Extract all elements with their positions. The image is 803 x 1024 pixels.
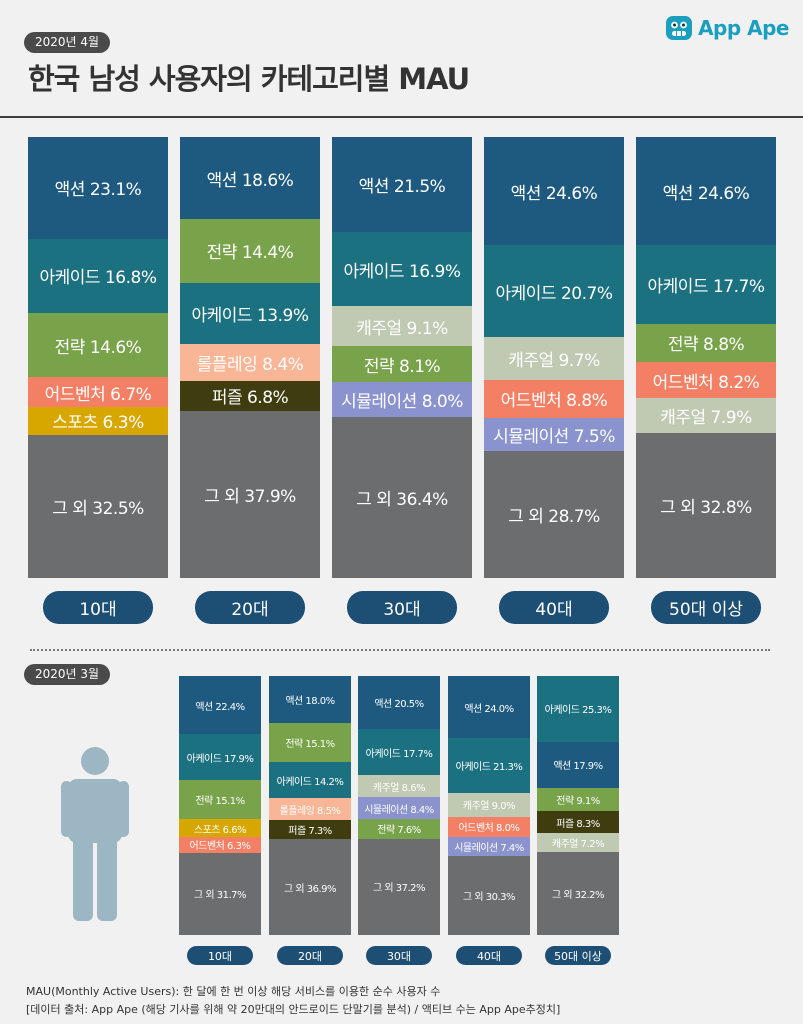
bar-segment: 그 외 32.2% bbox=[537, 851, 619, 935]
stacked-bar-1: 액션 22.4% 아케이드 17.9% 전략 15.1% 스포츠 6.6% 어드벤처 6… bbox=[179, 676, 261, 935]
bar-segment: 캐주얼 9.0% bbox=[448, 793, 530, 817]
bar-segment: 시뮬레이션 8.0% bbox=[332, 382, 472, 418]
bar-segment: 아케이드 25.3% bbox=[537, 676, 619, 742]
bar-segment: 어드벤처 8.8% bbox=[484, 379, 624, 419]
bar-segment: 아케이드 14.2% bbox=[269, 761, 351, 799]
previous-date-badge: 2020년 3월 bbox=[24, 664, 111, 685]
stacked-bar-2: 액션 18.6% 전략 14.4% 아케이드 13.9% 롤플레잉 8.4% 퍼즐 6.… bbox=[180, 137, 320, 578]
bar-segment: 아케이드 16.8% bbox=[28, 238, 168, 313]
age-label: 40대 bbox=[499, 591, 609, 624]
bar-segment: 그 외 31.7% bbox=[179, 852, 261, 935]
bar-segment: 시뮬레이션 7.5% bbox=[484, 418, 624, 452]
bar-segment: 롤플레잉 8.5% bbox=[269, 798, 351, 821]
bar-segment: 아케이드 17.7% bbox=[358, 729, 440, 775]
stacked-bar-3: 액션 21.5% 아케이드 16.9% 캐주얼 9.1% 전략 8.1% 시뮬레이션 8… bbox=[332, 137, 472, 578]
mau-definition: MAU(Monthly Active Users): 한 달에 한 번 이상 해… bbox=[26, 985, 441, 998]
bar-segment: 어드벤처 6.7% bbox=[28, 377, 168, 407]
stacked-bar-4: 액션 24.0% 아케이드 21.3% 캐주얼 9.0% 어드벤처 8.0% 시뮬레이션… bbox=[448, 676, 530, 935]
date-badge: 2020년 4월 bbox=[24, 32, 111, 53]
bar-segment: 액션 24.6% bbox=[484, 137, 624, 246]
bar-segment: 액션 20.5% bbox=[358, 676, 440, 730]
app-ape-logo: App Ape bbox=[665, 14, 789, 42]
bar-segment: 캐주얼 8.6% bbox=[358, 774, 440, 798]
bar-segment: 그 외 32.5% bbox=[28, 434, 168, 578]
bar-segment: 어드벤처 6.3% bbox=[179, 836, 261, 853]
bar-segment: 액션 17.9% bbox=[537, 741, 619, 788]
age-label: 10대 bbox=[43, 591, 153, 624]
stacked-bar-1: 액션 23.1% 아케이드 16.8% 전략 14.6% 어드벤처 6.7% 스포츠 6… bbox=[28, 137, 168, 578]
bar-segment: 전략 15.1% bbox=[269, 722, 351, 762]
bar-segment: 롤플레잉 8.4% bbox=[180, 343, 320, 381]
bar-segment: 전략 8.8% bbox=[636, 323, 776, 363]
bar-segment: 그 외 37.9% bbox=[180, 410, 320, 578]
age-label: 10대 bbox=[187, 946, 253, 965]
data-source: [데이터 출처: App Ape (해당 기사를 위해 약 20만대의 안드로이… bbox=[26, 1003, 561, 1016]
bar-segment: 그 외 36.4% bbox=[332, 417, 472, 578]
bar-segment: 캐주얼 9.7% bbox=[484, 336, 624, 380]
age-label: 30대 bbox=[347, 591, 457, 624]
stacked-bar-4: 액션 24.6% 아케이드 20.7% 캐주얼 9.7% 어드벤처 8.8% 시뮬레이션… bbox=[484, 137, 624, 578]
bar-segment: 액션 24.6% bbox=[636, 137, 776, 246]
male-user-icon bbox=[61, 747, 129, 921]
section-divider bbox=[30, 649, 770, 651]
bar-segment: 전략 9.1% bbox=[537, 787, 619, 812]
bar-segment: 전략 15.1% bbox=[179, 780, 261, 820]
bar-segment: 액션 22.4% bbox=[179, 676, 261, 735]
bar-segment: 아케이드 21.3% bbox=[448, 738, 530, 794]
bar-segment: 그 외 32.8% bbox=[636, 433, 776, 578]
bar-segment: 그 외 30.3% bbox=[448, 856, 530, 935]
bar-segment: 전략 14.4% bbox=[180, 219, 320, 283]
ape-face-icon bbox=[666, 16, 693, 40]
bar-segment: 액션 23.1% bbox=[28, 137, 168, 239]
bar-segment: 어드벤처 8.0% bbox=[448, 816, 530, 838]
bar-segment: 아케이드 16.9% bbox=[332, 231, 472, 307]
bar-segment: 전략 7.6% bbox=[358, 818, 440, 839]
bar-segment: 그 외 28.7% bbox=[484, 451, 624, 578]
bar-segment: 액션 21.5% bbox=[332, 137, 472, 232]
age-label: 50대 이상 bbox=[545, 946, 611, 965]
age-label: 50대 이상 bbox=[651, 591, 761, 624]
bar-segment: 퍼즐 8.3% bbox=[537, 811, 619, 833]
stacked-bar-5: 액션 24.6% 아케이드 17.7% 전략 8.8% 어드벤처 8.2% 캐주얼 7.… bbox=[636, 137, 776, 578]
age-label: 40대 bbox=[456, 946, 522, 965]
bar-segment: 아케이드 17.7% bbox=[636, 245, 776, 324]
bar-segment: 그 외 37.2% bbox=[358, 838, 440, 935]
bar-segment: 퍼즐 6.8% bbox=[180, 380, 320, 411]
stacked-bar-5: 아케이드 25.3% 액션 17.9% 전략 9.1% 퍼즐 8.3% 캐주얼 7.2%… bbox=[537, 676, 619, 935]
bar-segment: 캐주얼 7.2% bbox=[537, 832, 619, 852]
bar-segment: 전략 14.6% bbox=[28, 312, 168, 378]
bar-segment: 그 외 36.9% bbox=[269, 839, 351, 935]
brand-name: App Ape bbox=[698, 16, 789, 40]
bar-segment: 시뮬레이션 8.4% bbox=[358, 797, 440, 819]
bar-segment: 퍼즐 7.3% bbox=[269, 820, 351, 840]
bar-segment: 액션 18.6% bbox=[180, 137, 320, 220]
bar-segment: 캐주얼 9.1% bbox=[332, 306, 472, 347]
bar-segment: 아케이드 20.7% bbox=[484, 245, 624, 337]
bar-segment: 캐주얼 7.9% bbox=[636, 398, 776, 434]
bar-segment: 스포츠 6.6% bbox=[179, 819, 261, 837]
bar-segment: 아케이드 13.9% bbox=[180, 282, 320, 344]
bar-segment: 시뮬레이션 7.4% bbox=[448, 837, 530, 857]
bar-segment: 어드벤처 8.2% bbox=[636, 362, 776, 399]
title-divider bbox=[0, 116, 803, 118]
age-label: 30대 bbox=[366, 946, 432, 965]
bar-segment: 전략 8.1% bbox=[332, 346, 472, 383]
stacked-bar-3: 액션 20.5% 아케이드 17.7% 캐주얼 8.6% 시뮬레이션 8.4% 전략 7… bbox=[358, 676, 440, 935]
bar-segment: 액션 18.0% bbox=[269, 676, 351, 723]
age-label: 20대 bbox=[277, 946, 343, 965]
bar-segment: 아케이드 17.9% bbox=[179, 734, 261, 781]
stacked-bar-2: 액션 18.0% 전략 15.1% 아케이드 14.2% 롤플레잉 8.5% 퍼즐 7.… bbox=[269, 676, 351, 935]
bar-segment: 액션 24.0% bbox=[448, 676, 530, 739]
age-label: 20대 bbox=[195, 591, 305, 624]
bar-segment: 스포츠 6.3% bbox=[28, 406, 168, 435]
chart-title: 한국 남성 사용자의 카테고리별 MAU bbox=[28, 62, 470, 96]
